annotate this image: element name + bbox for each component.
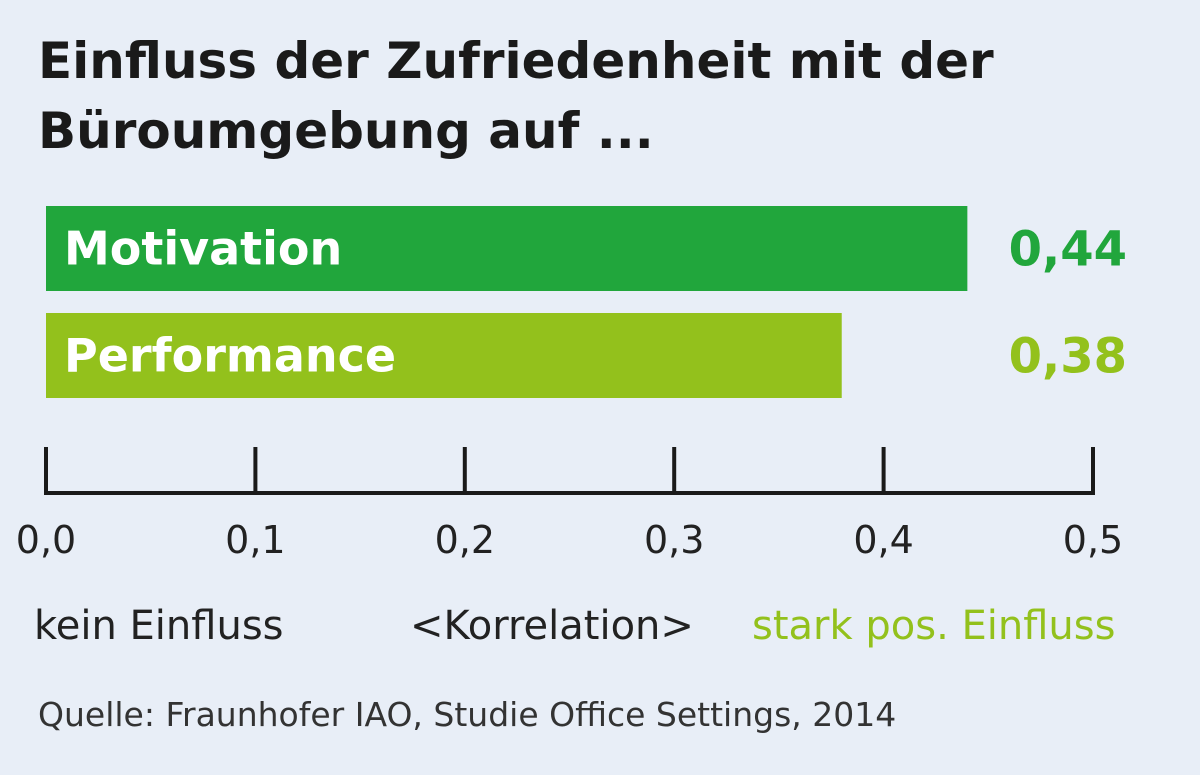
title-line-1: Einfluss der Zufriedenheit mit der <box>38 32 994 90</box>
x-tick-label-1: 0,1 <box>225 518 285 562</box>
caption-center: <Korrelation> <box>410 603 694 649</box>
bar-label-motivation: Motivation <box>64 222 342 276</box>
x-tick-label-0: 0,0 <box>16 518 76 562</box>
source-note: Quelle: Fraunhofer IAO, Studie Office Se… <box>38 695 897 734</box>
bar-label-performance: Performance <box>64 329 396 383</box>
title-line-2: Büroumgebung auf ... <box>38 102 654 160</box>
chart-title: Einfluss der Zufriedenheit mit der Bürou… <box>38 26 1138 166</box>
x-tick-label-5: 0,5 <box>1063 518 1123 562</box>
value-label-motivation: 0,44 <box>1009 222 1127 278</box>
bar-performance <box>46 313 842 398</box>
caption-left: kein Einfluss <box>34 603 284 649</box>
x-tick-label-3: 0,3 <box>644 518 704 562</box>
value-label-performance: 0,38 <box>1009 329 1127 385</box>
x-tick-label-4: 0,4 <box>853 518 913 562</box>
bar-motivation <box>46 206 968 291</box>
x-tick-label-2: 0,2 <box>435 518 495 562</box>
bar-chart: Motivation 0,44 Performance 0,38 0,0 0,1 0,2 0,… <box>16 206 1127 562</box>
caption-right: stark pos. Einfluss <box>752 603 1116 649</box>
